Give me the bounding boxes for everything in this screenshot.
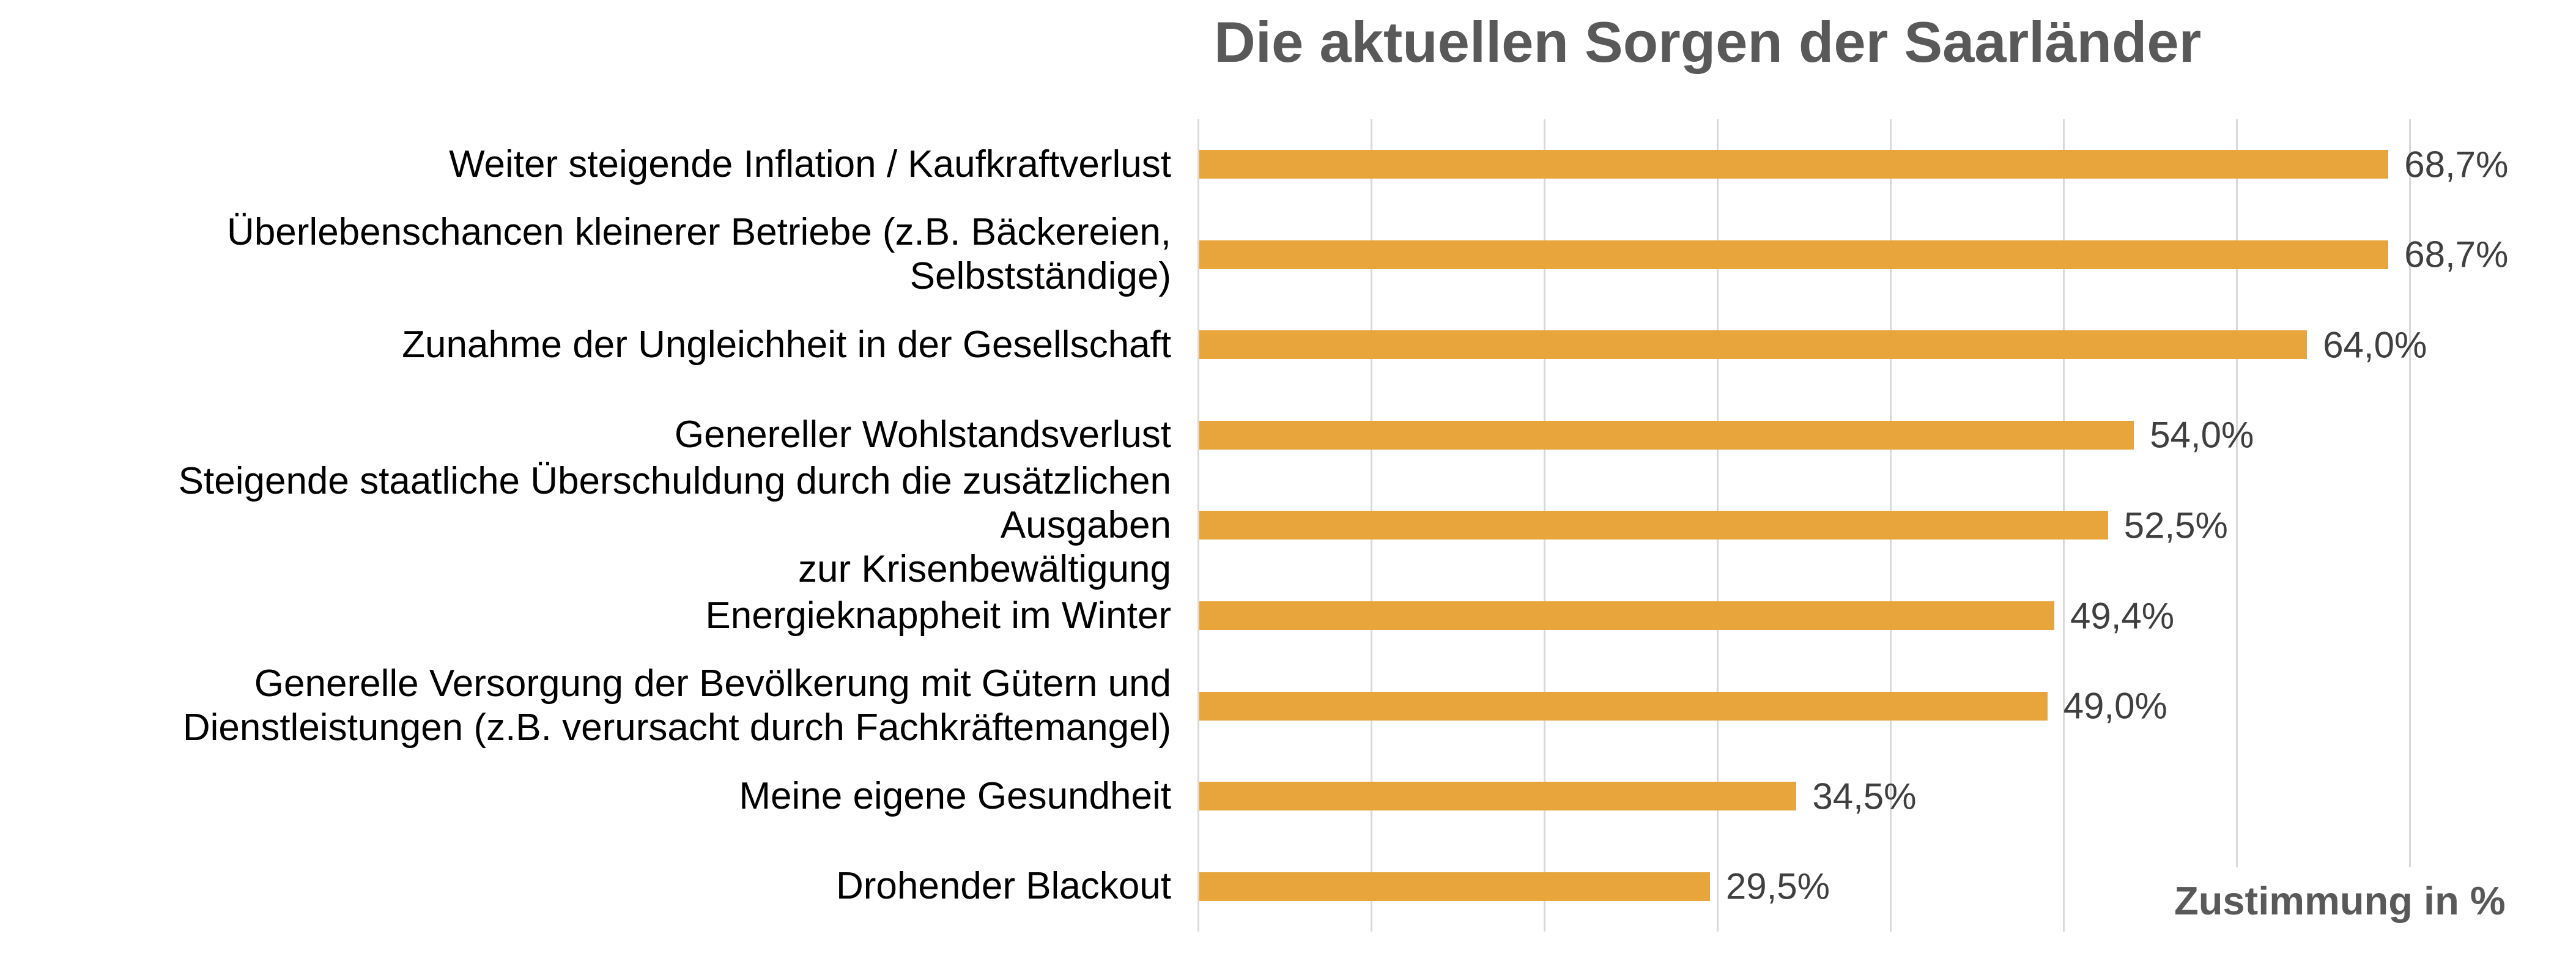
bar [1199, 691, 2048, 721]
bar [1199, 601, 2055, 631]
category-label: Weiter steigende Inflation / Kaufkraftve… [449, 143, 1171, 185]
bar [1199, 420, 2134, 450]
category-row: Generelle Versorgung der Bevölkerung mit… [0, 661, 1171, 751]
value-label: 52,5% [2123, 505, 2228, 546]
category-row: Weiter steigende Inflation / Kaufkraftve… [0, 119, 1171, 210]
bar-row: 34,5% [1197, 751, 2576, 842]
bar-row: 29,5% [1197, 841, 2576, 932]
bar [1199, 330, 2308, 360]
category-label: Energieknappheit im Winter [705, 594, 1171, 637]
bar [1199, 150, 2389, 179]
gridline-70 [2409, 119, 2411, 932]
gridline-60 [2236, 119, 2238, 932]
category-row: Überlebenschancen kleinerer Betriebe (z.… [0, 210, 1171, 300]
bar-row: 64,0% [1197, 300, 2576, 390]
category-row: Energieknappheit im Winter [0, 571, 1171, 661]
category-row: Zunahme der Ungleichheit in der Gesellsc… [0, 300, 1171, 390]
value-label: 54,0% [2150, 414, 2254, 456]
value-label: 68,7% [2404, 144, 2509, 185]
value-label: 49,0% [2063, 685, 2167, 727]
category-labels-column: Weiter steigende Inflation / Kaufkraftve… [0, 119, 1171, 932]
value-label: 64,0% [2323, 324, 2427, 366]
bar-row: 52,5% [1197, 480, 2576, 571]
bar [1199, 782, 1797, 811]
bar-row: 68,7% [1197, 119, 2576, 210]
x-axis-label: Zustimmung in % [2159, 867, 2521, 936]
category-row: Steigende staatliche Überschuldung durch… [0, 460, 1171, 590]
category-row: Meine eigene Gesundheit [0, 751, 1171, 842]
category-label: Generelle Versorgung der Bevölkerung mit… [182, 662, 1171, 749]
bar-row: 54,0% [1197, 390, 2576, 481]
chart-title: Die aktuellen Sorgen der Saarländer [1214, 10, 2202, 74]
value-label: 34,5% [1812, 776, 1917, 817]
category-label: Steigende staatliche Überschuldung durch… [178, 460, 1171, 590]
bar-row: 49,4% [1197, 571, 2576, 661]
category-label: Drohender Blackout [836, 865, 1171, 908]
value-label: 68,7% [2404, 234, 2509, 275]
bar-row: 68,7% [1197, 210, 2576, 300]
value-label: 49,4% [2070, 595, 2175, 637]
category-label: Genereller Wohlstandsverlust [674, 413, 1171, 456]
category-label: Zunahme der Ungleichheit in der Gesellsc… [402, 323, 1171, 366]
category-row: Drohender Blackout [0, 841, 1171, 932]
bar [1199, 511, 2108, 540]
bar [1199, 240, 2389, 269]
gridline-0 [1197, 119, 1199, 932]
plot-area: 68,7% 68,7% 64,0% 54,0% 52,5% 49,4% 49,0% 34,5%… [1197, 119, 2576, 936]
category-label: Meine eigene Gesundheit [739, 774, 1171, 817]
bar-row: 49,0% [1197, 661, 2576, 751]
category-row: Genereller Wohlstandsverlust [0, 390, 1171, 481]
value-label: 29,5% [1725, 866, 1830, 907]
bar [1199, 872, 1710, 901]
category-label: Überlebenschancen kleinerer Betriebe (z.… [227, 211, 1171, 298]
